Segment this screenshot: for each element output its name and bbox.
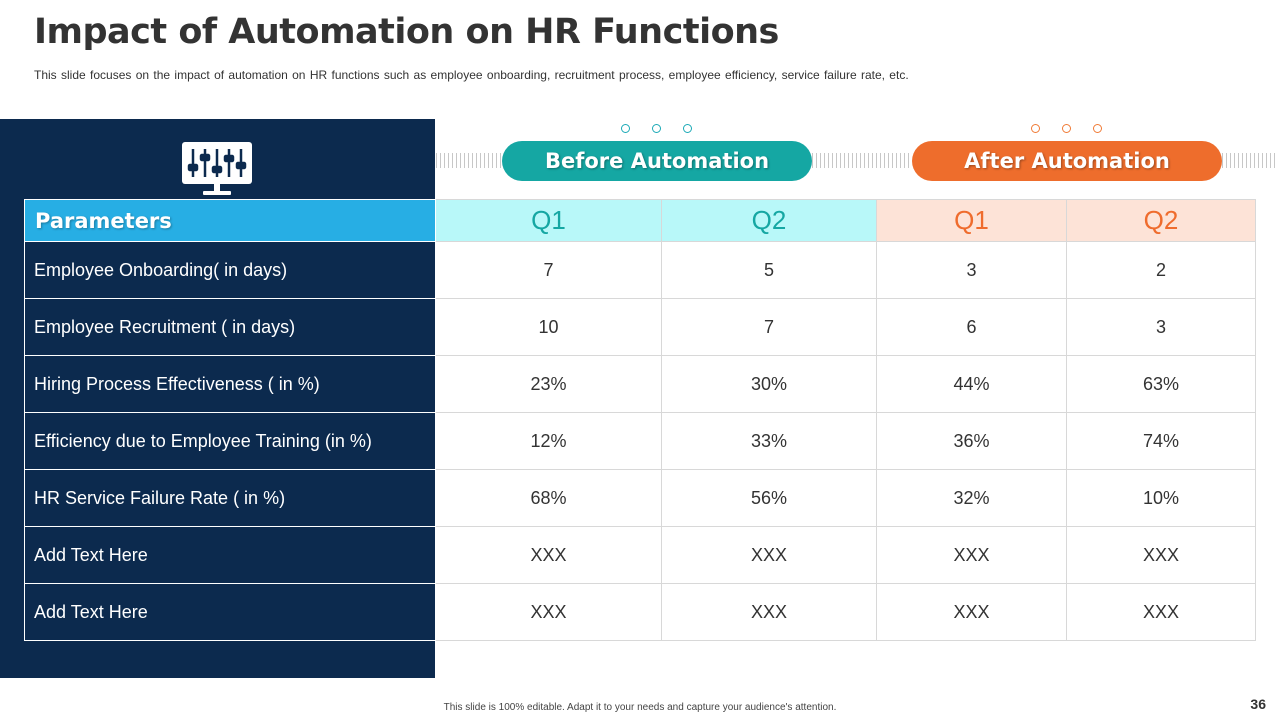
after-q1-value: 6 bbox=[876, 298, 1067, 356]
monitor-sliders-icon bbox=[182, 142, 252, 195]
after-q1-value: 36% bbox=[876, 412, 1067, 470]
after-automation-label: After Automation bbox=[912, 141, 1222, 181]
decorative-dots-orange bbox=[1031, 124, 1102, 133]
hr-automation-table: Parameters Q1 Q2 Q1 Q2 Employee Onboardi… bbox=[24, 199, 1256, 641]
before-q2-value: 56% bbox=[661, 469, 877, 527]
decorative-dots-teal bbox=[621, 124, 692, 133]
hatch-decoration-middle bbox=[812, 153, 912, 168]
before-automation-label: Before Automation bbox=[502, 141, 812, 181]
before-q1-value: 12% bbox=[435, 412, 662, 470]
before-q1-value: 10 bbox=[435, 298, 662, 356]
after-q2-header: Q2 bbox=[1066, 199, 1256, 242]
parameter-label: Add Text Here bbox=[24, 583, 436, 641]
after-q1-value: 3 bbox=[876, 241, 1067, 299]
slide-subtitle: This slide focuses on the impact of auto… bbox=[34, 68, 909, 82]
before-q1-header: Q1 bbox=[435, 199, 662, 242]
parameter-label: Efficiency due to Employee Training (in … bbox=[24, 412, 436, 470]
after-q2-value: 3 bbox=[1066, 298, 1256, 356]
before-q2-value: XXX bbox=[661, 526, 877, 584]
after-q1-value: 44% bbox=[876, 355, 1067, 413]
table-row: Add Text Here XXX XXX XXX XXX bbox=[24, 583, 1256, 641]
table-row: Efficiency due to Employee Training (in … bbox=[24, 412, 1256, 470]
before-q2-value: 30% bbox=[661, 355, 877, 413]
before-q1-value: 68% bbox=[435, 469, 662, 527]
table-row: HR Service Failure Rate ( in %) 68% 56% … bbox=[24, 469, 1256, 527]
hatch-decoration-right bbox=[1222, 153, 1278, 168]
parameter-label: Hiring Process Effectiveness ( in %) bbox=[24, 355, 436, 413]
after-q2-value: XXX bbox=[1066, 583, 1256, 641]
after-q2-value: 2 bbox=[1066, 241, 1256, 299]
before-q2-value: XXX bbox=[661, 583, 877, 641]
parameter-label: Employee Onboarding( in days) bbox=[24, 241, 436, 299]
table-header-row: Parameters Q1 Q2 Q1 Q2 bbox=[24, 199, 1256, 242]
page-number: 36 bbox=[1250, 696, 1266, 712]
table-row: Employee Recruitment ( in days) 10 7 6 3 bbox=[24, 298, 1256, 356]
before-q1-value: XXX bbox=[435, 526, 662, 584]
after-q2-value: XXX bbox=[1066, 526, 1256, 584]
after-q1-value: XXX bbox=[876, 583, 1067, 641]
before-q1-value: 7 bbox=[435, 241, 662, 299]
before-q2-value: 7 bbox=[661, 298, 877, 356]
after-q2-value: 63% bbox=[1066, 355, 1256, 413]
slide-title: Impact of Automation on HR Functions bbox=[34, 12, 779, 52]
before-q2-value: 5 bbox=[661, 241, 877, 299]
parameter-label: HR Service Failure Rate ( in %) bbox=[24, 469, 436, 527]
table-row: Hiring Process Effectiveness ( in %) 23%… bbox=[24, 355, 1256, 413]
after-q1-value: XXX bbox=[876, 526, 1067, 584]
table-row: Add Text Here XXX XXX XXX XXX bbox=[24, 526, 1256, 584]
after-q1-header: Q1 bbox=[876, 199, 1067, 242]
footer-note: This slide is 100% editable. Adapt it to… bbox=[443, 702, 837, 713]
table-row: Employee Onboarding( in days) 7 5 3 2 bbox=[24, 241, 1256, 299]
after-q2-value: 10% bbox=[1066, 469, 1256, 527]
after-q1-value: 32% bbox=[876, 469, 1067, 527]
parameter-label: Employee Recruitment ( in days) bbox=[24, 298, 436, 356]
before-q1-value: 23% bbox=[435, 355, 662, 413]
before-q1-value: XXX bbox=[435, 583, 662, 641]
after-q2-value: 74% bbox=[1066, 412, 1256, 470]
parameter-label: Add Text Here bbox=[24, 526, 436, 584]
before-q2-header: Q2 bbox=[661, 199, 877, 242]
parameters-header: Parameters bbox=[24, 199, 436, 242]
before-q2-value: 33% bbox=[661, 412, 877, 470]
hatch-decoration-left bbox=[436, 153, 502, 168]
